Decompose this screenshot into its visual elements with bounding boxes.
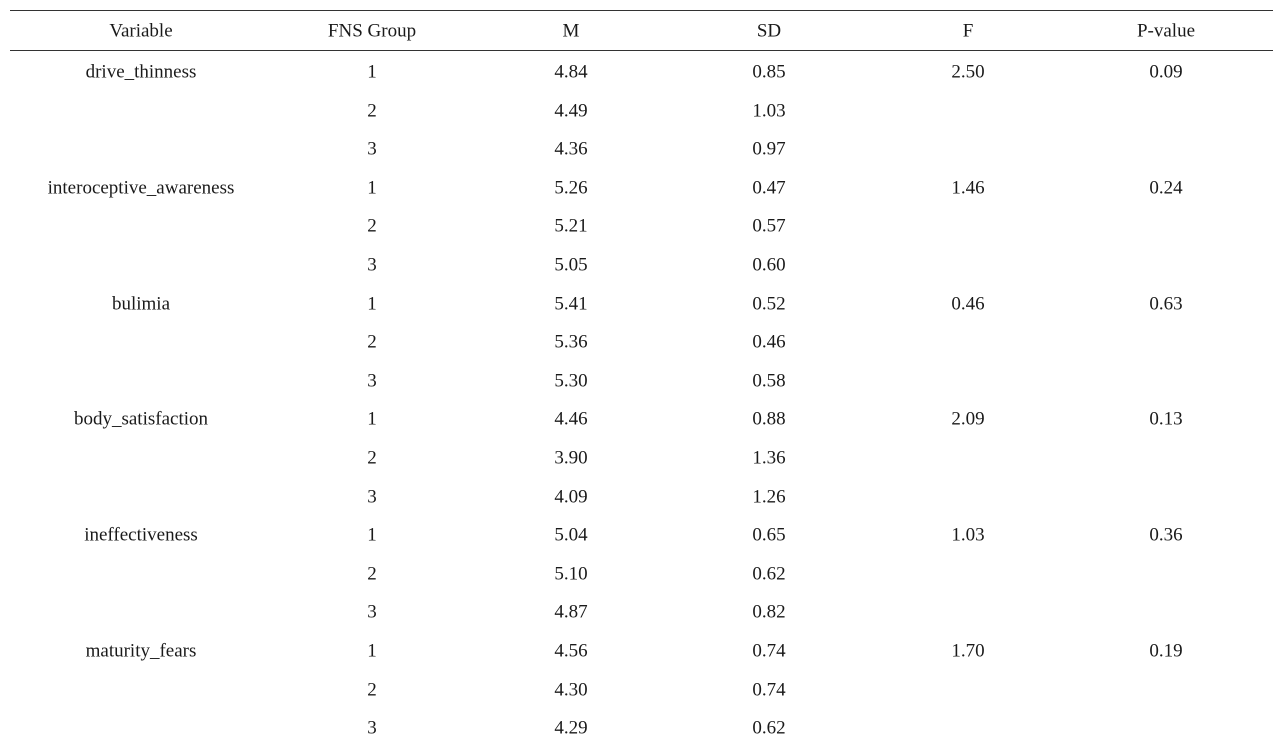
variable-name: interoceptive_awareness (47, 177, 235, 199)
mean-cell: 4.46 (554, 408, 588, 430)
f-value: 2.09 (951, 408, 985, 430)
sd-cell: 0.46 (752, 331, 786, 353)
mean-cell: 4.29 (554, 717, 588, 739)
group-cell: 2 (367, 563, 377, 585)
p-value: 0.19 (1149, 640, 1183, 662)
group-cell: 2 (367, 679, 377, 701)
p-value: 0.13 (1149, 408, 1183, 430)
p-value: 0.63 (1149, 293, 1183, 315)
mean-cell: 4.84 (554, 61, 588, 83)
header-cell: F (962, 20, 974, 42)
group-cell: 3 (367, 601, 377, 623)
header-rule (10, 50, 1273, 51)
variable-name: drive_thinness (85, 61, 197, 83)
mean-cell: 4.87 (554, 601, 588, 623)
group-cell: 1 (367, 61, 377, 83)
sd-cell: 0.60 (752, 254, 786, 276)
mean-cell: 5.05 (554, 254, 588, 276)
f-value: 1.03 (951, 524, 985, 546)
mean-cell: 5.26 (554, 177, 588, 199)
mean-cell: 3.90 (554, 447, 588, 469)
group-cell: 1 (367, 408, 377, 430)
variable-name: maturity_fears (85, 640, 197, 662)
top-rule (10, 10, 1273, 11)
group-cell: 3 (367, 254, 377, 276)
sd-cell: 0.62 (752, 717, 786, 739)
mean-cell: 4.36 (554, 138, 588, 160)
group-cell: 3 (367, 717, 377, 739)
mean-cell: 5.30 (554, 370, 588, 392)
group-cell: 2 (367, 215, 377, 237)
group-cell: 3 (367, 486, 377, 508)
header-cell: Variable (109, 20, 173, 42)
sd-cell: 0.97 (752, 138, 786, 160)
header-cell: P-value (1136, 20, 1196, 42)
header-cell: FNS Group (327, 20, 417, 42)
p-value: 0.09 (1149, 61, 1183, 83)
sd-cell: 0.57 (752, 215, 786, 237)
mean-cell: 4.30 (554, 679, 588, 701)
sd-cell: 0.52 (752, 293, 786, 315)
f-value: 0.46 (951, 293, 985, 315)
sd-cell: 1.03 (752, 100, 786, 122)
f-value: 2.50 (951, 61, 985, 83)
group-cell: 3 (367, 138, 377, 160)
sd-cell: 0.62 (752, 563, 786, 585)
mean-cell: 5.04 (554, 524, 588, 546)
sd-cell: 0.88 (752, 408, 786, 430)
header-cell: M (562, 20, 580, 42)
f-value: 1.46 (951, 177, 985, 199)
group-cell: 2 (367, 447, 377, 469)
p-value: 0.24 (1149, 177, 1183, 199)
variable-name: ineffectiveness (84, 524, 198, 546)
sd-cell: 1.36 (752, 447, 786, 469)
sd-cell: 1.26 (752, 486, 786, 508)
mean-cell: 5.21 (554, 215, 588, 237)
header-cell: SD (756, 20, 782, 42)
group-cell: 1 (367, 640, 377, 662)
sd-cell: 0.74 (752, 640, 786, 662)
sd-cell: 0.74 (752, 679, 786, 701)
sd-cell: 0.65 (752, 524, 786, 546)
f-value: 1.70 (951, 640, 985, 662)
mean-cell: 5.36 (554, 331, 588, 353)
group-cell: 3 (367, 370, 377, 392)
sd-cell: 0.85 (752, 61, 786, 83)
group-cell: 1 (367, 293, 377, 315)
variable-name: body_satisfaction (73, 408, 209, 430)
variable-name: bulimia (111, 293, 171, 315)
mean-cell: 4.09 (554, 486, 588, 508)
group-cell: 1 (367, 177, 377, 199)
mean-cell: 5.10 (554, 563, 588, 585)
group-cell: 1 (367, 524, 377, 546)
mean-cell: 4.49 (554, 100, 588, 122)
sd-cell: 0.82 (752, 601, 786, 623)
sd-cell: 0.58 (752, 370, 786, 392)
group-cell: 2 (367, 100, 377, 122)
mean-cell: 5.41 (554, 293, 588, 315)
mean-cell: 4.56 (554, 640, 588, 662)
p-value: 0.36 (1149, 524, 1183, 546)
group-cell: 2 (367, 331, 377, 353)
sd-cell: 0.47 (752, 177, 786, 199)
